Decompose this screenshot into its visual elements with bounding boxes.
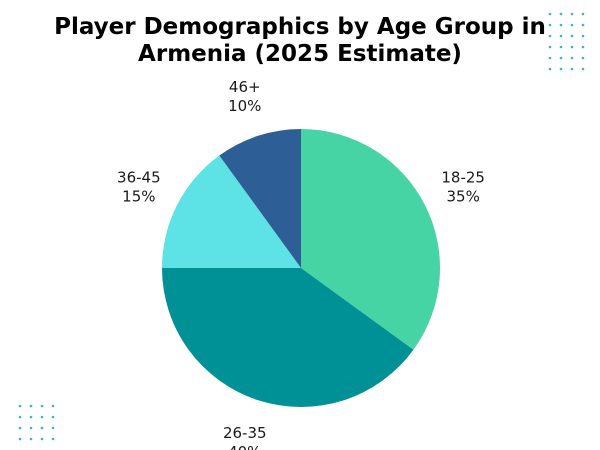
decor-dot bbox=[29, 415, 33, 419]
decor-dot bbox=[570, 67, 574, 71]
slice-percent-label: 35% bbox=[446, 187, 479, 205]
decor-dot bbox=[548, 12, 552, 16]
decor-dot bbox=[51, 426, 55, 430]
decor-dot bbox=[548, 23, 552, 27]
decor-dot bbox=[581, 34, 585, 38]
slice-category-label: 36-45 bbox=[117, 168, 161, 186]
decor-dot bbox=[559, 67, 563, 71]
decor-dot bbox=[559, 45, 563, 49]
pie-slice-36-45 bbox=[162, 155, 301, 268]
slice-percent-label: 40% bbox=[228, 443, 261, 450]
slice-category-label: 26-35 bbox=[223, 424, 267, 442]
pie-slices bbox=[162, 129, 440, 408]
decor-dot bbox=[559, 56, 563, 60]
decor-dot bbox=[40, 404, 44, 408]
decor-dot bbox=[581, 56, 585, 60]
decor-dot bbox=[18, 404, 22, 408]
chart-title-line-1: Player Demographics by Age Group in bbox=[54, 14, 546, 40]
chart-title-line-2: Armenia (2025 Estimate) bbox=[138, 41, 462, 67]
decor-dot bbox=[51, 415, 55, 419]
decor-dot bbox=[559, 12, 563, 16]
decor-dot bbox=[548, 56, 552, 60]
decor-dot bbox=[18, 426, 22, 430]
decor-dot bbox=[51, 404, 55, 408]
chart-title: Player Demographics by Age Group in Arme… bbox=[0, 14, 600, 68]
decor-dot bbox=[581, 23, 585, 27]
decor-dot bbox=[548, 34, 552, 38]
slice-label-26-35: 26-3540% bbox=[223, 424, 267, 450]
pie-slice-46plus bbox=[219, 129, 301, 268]
decor-dot bbox=[40, 426, 44, 430]
decor-dot bbox=[570, 12, 574, 16]
decor-dot bbox=[40, 415, 44, 419]
slice-percent-label: 10% bbox=[228, 97, 261, 115]
decor-dot bbox=[570, 34, 574, 38]
decor-dot bbox=[29, 437, 33, 441]
decor-dot bbox=[51, 437, 55, 441]
decor-dot bbox=[570, 56, 574, 60]
decor-dot bbox=[581, 45, 585, 49]
decor-dot bbox=[29, 426, 33, 430]
decor-dot bbox=[570, 45, 574, 49]
pie-slice-18-25 bbox=[301, 129, 440, 350]
decor-dot bbox=[559, 23, 563, 27]
decor-dot bbox=[581, 12, 585, 16]
slice-percent-label: 15% bbox=[122, 187, 155, 205]
decor-dot bbox=[581, 67, 585, 71]
slice-label-46plus: 46+ 10% bbox=[228, 78, 261, 115]
decor-dot bbox=[548, 67, 552, 71]
slice-label-18-25: 18-25 35% bbox=[441, 168, 485, 205]
slice-category-label: 18-25 bbox=[441, 168, 485, 186]
slice-label-36-45: 36-45 15% bbox=[117, 168, 161, 205]
decorative-dot-grids bbox=[18, 12, 585, 441]
decor-dot bbox=[40, 437, 44, 441]
decor-dot bbox=[18, 415, 22, 419]
slice-category-label: 46+ bbox=[229, 78, 261, 96]
decor-dot bbox=[559, 34, 563, 38]
decor-dot bbox=[548, 45, 552, 49]
pie-slice-26-35 bbox=[162, 268, 414, 408]
decor-dot bbox=[570, 23, 574, 27]
decor-dot bbox=[18, 437, 22, 441]
decor-dot bbox=[29, 404, 33, 408]
